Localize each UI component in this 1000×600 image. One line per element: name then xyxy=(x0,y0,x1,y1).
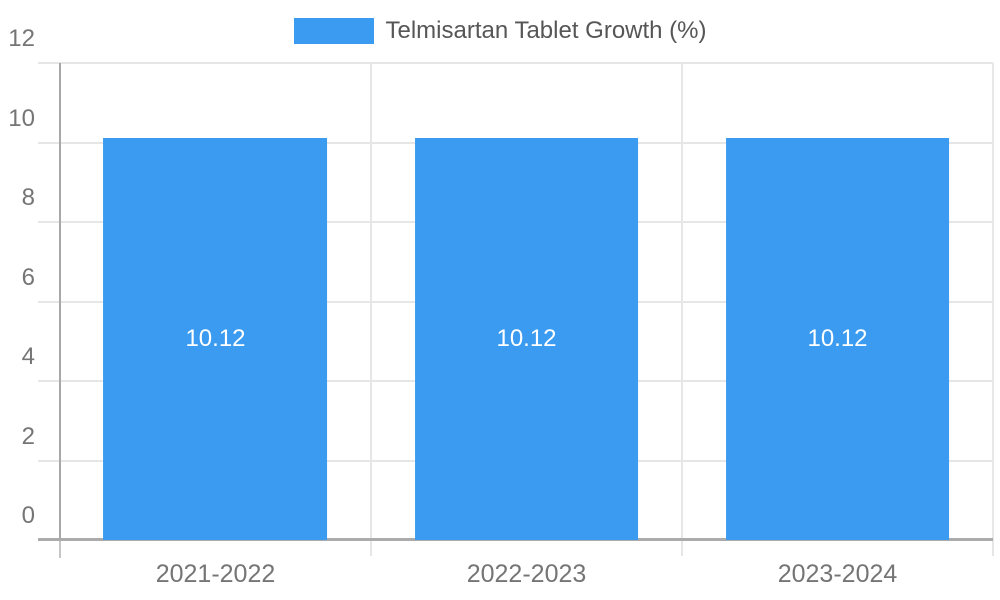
x-tick-mark xyxy=(992,540,994,556)
x-tick-label: 2021-2022 xyxy=(155,560,276,588)
x-gridline xyxy=(680,63,683,540)
y-tick-mark xyxy=(38,300,60,303)
x-tick-mark xyxy=(369,540,372,556)
bar-value-label: 10.12 xyxy=(807,324,868,352)
y-tick-label: 8 xyxy=(21,184,35,212)
x-gridline xyxy=(992,63,994,540)
y-tick-mark xyxy=(38,141,60,144)
y-tick-label: 2 xyxy=(21,422,35,450)
bar[interactable]: 10.12 xyxy=(103,137,328,540)
y-tick-label: 0 xyxy=(21,502,35,529)
y-axis-tick-mark xyxy=(59,540,61,558)
y-tick-mark xyxy=(38,62,60,64)
bar-value-label: 10.12 xyxy=(185,324,246,352)
y-tick-mark xyxy=(38,221,60,224)
y-tick-label: 4 xyxy=(21,343,35,371)
x-gridline xyxy=(369,63,372,540)
legend-label: Telmisartan Tablet Growth (%) xyxy=(385,17,707,44)
chart-legend[interactable]: Telmisartan Tablet Growth (%) xyxy=(0,17,1000,45)
plot-area: 0 2 4 6 8 10 12 10.12 2021-2022 10.12 2022-2023 10.… xyxy=(8,27,994,588)
bar[interactable]: 10.12 xyxy=(414,137,639,540)
legend-swatch-icon xyxy=(293,18,374,44)
y-gridline xyxy=(60,62,993,64)
bar-value-label: 10.12 xyxy=(496,324,557,352)
x-tick-label: 2023-2024 xyxy=(777,560,898,588)
y-tick-mark xyxy=(38,380,60,383)
bar[interactable]: 10.12 xyxy=(725,137,950,540)
y-tick-label: 10 xyxy=(8,104,35,132)
y-tick-label: 12 xyxy=(8,25,35,52)
x-tick-label: 2022-2023 xyxy=(466,560,587,588)
y-tick-label: 6 xyxy=(21,263,35,291)
y-axis-line xyxy=(59,63,61,540)
y-tick-mark xyxy=(38,459,60,462)
x-tick-mark xyxy=(680,540,683,556)
